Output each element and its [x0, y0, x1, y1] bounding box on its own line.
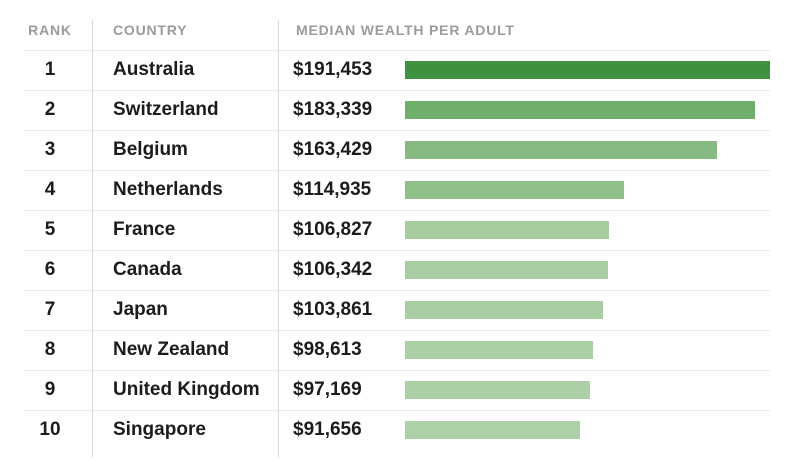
rank-value: 7	[44, 299, 56, 320]
header-country: COUNTRY	[113, 22, 188, 38]
table-row: 4 Netherlands $114,935	[0, 170, 794, 210]
wealth-bar	[405, 181, 624, 199]
country-name: Canada	[113, 259, 182, 280]
wealth-value-label: $163,429	[293, 139, 373, 160]
header-rank: RANK	[28, 22, 72, 38]
country-name: Netherlands	[113, 179, 223, 200]
wealth-value-label: $98,613	[293, 339, 362, 360]
wealth-bar	[405, 301, 603, 319]
wealth-value-label: $106,342	[293, 259, 373, 280]
table-body: 1 Australia $191,453 2 Switzerland $183,339 3 B…	[0, 50, 794, 450]
bar-cell	[405, 410, 794, 450]
wealth-value-label: $103,861	[293, 299, 373, 320]
rank-value: 8	[44, 339, 56, 360]
rank-value: 5	[44, 219, 56, 240]
median-wealth-table: RANK COUNTRY MEDIAN WEALTH PER ADULT 1 Au…	[0, 10, 794, 460]
country-name: Belgium	[113, 139, 188, 160]
wealth-bar	[405, 381, 590, 399]
bar-cell	[405, 370, 794, 410]
bar-cell	[405, 130, 794, 170]
bar-cell	[405, 210, 794, 250]
bar-cell	[405, 90, 794, 130]
table-row: 2 Switzerland $183,339	[0, 90, 794, 130]
wealth-bar	[405, 421, 580, 439]
wealth-value-label: $97,169	[293, 379, 362, 400]
table-row: 3 Belgium $163,429	[0, 130, 794, 170]
header-median-wealth: MEDIAN WEALTH PER ADULT	[296, 22, 515, 38]
rank-value: 2	[44, 99, 56, 120]
rank-value: 3	[44, 139, 56, 160]
table-row: 1 Australia $191,453	[0, 50, 794, 90]
table-row: 9 United Kingdom $97,169	[0, 370, 794, 410]
table-row: 7 Japan $103,861	[0, 290, 794, 330]
rank-value: 1	[44, 59, 56, 80]
country-name: Singapore	[113, 419, 206, 440]
bar-cell	[405, 330, 794, 370]
rank-value: 6	[44, 259, 56, 280]
rank-value: 4	[44, 179, 56, 200]
table-header: RANK COUNTRY MEDIAN WEALTH PER ADULT	[0, 10, 794, 50]
table-row: 5 France $106,827	[0, 210, 794, 250]
column-divider-country-value	[278, 20, 279, 457]
wealth-value-label: $106,827	[293, 219, 373, 240]
table-row: 10 Singapore $91,656	[0, 410, 794, 450]
country-name: Australia	[113, 59, 195, 80]
country-name: New Zealand	[113, 339, 230, 360]
table-row: 6 Canada $106,342	[0, 250, 794, 290]
table-row: 8 New Zealand $98,613	[0, 330, 794, 370]
wealth-bar	[405, 341, 593, 359]
wealth-bar	[405, 141, 717, 159]
rank-value: 9	[44, 379, 56, 400]
wealth-bar	[405, 61, 770, 79]
wealth-value-label: $191,453	[293, 59, 373, 80]
country-name: France	[113, 219, 176, 240]
wealth-bar	[405, 261, 608, 279]
bar-cell	[405, 170, 794, 210]
column-divider-rank-country	[92, 20, 93, 457]
country-name: Switzerland	[113, 99, 219, 120]
wealth-value-label: $91,656	[293, 419, 362, 440]
wealth-bar	[405, 221, 609, 239]
rank-value: 10	[39, 419, 61, 440]
bar-cell	[405, 250, 794, 290]
country-name: Japan	[113, 299, 168, 320]
wealth-value-label: $183,339	[293, 99, 373, 120]
country-name: United Kingdom	[113, 379, 260, 400]
wealth-bar	[405, 101, 755, 119]
bar-cell	[405, 50, 794, 90]
wealth-value-label: $114,935	[293, 179, 372, 200]
bar-cell	[405, 290, 794, 330]
